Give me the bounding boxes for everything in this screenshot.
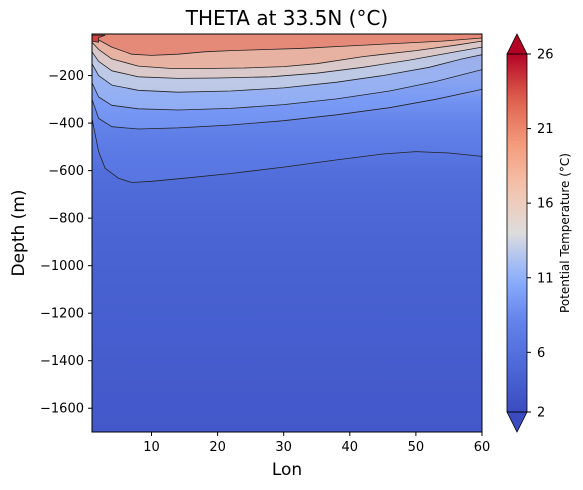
plot-frame [91,33,483,433]
x-axis-label: Lon [272,460,302,480]
y-tick-label: −1600 [40,402,84,417]
colorbar-tick-label: 6 [537,346,545,361]
x-tick-label: 60 [474,440,491,455]
colorbar-body [507,54,527,412]
contour-line [92,36,482,56]
x-tick-label: 40 [342,440,359,455]
x-tick-label: 30 [275,440,292,455]
x-axis-ticks: 10 20 30 40 50 60 [143,432,490,455]
x-tick-label: 20 [209,440,226,455]
colorbar-tick-label: 2 [537,406,545,421]
colorbar-tick-label: 26 [537,48,554,63]
warm-pocket-contour [92,34,106,43]
y-tick-label: −1200 [40,307,84,322]
y-axis-label: Depth (m) [9,189,29,276]
y-tick-label: −800 [48,212,84,227]
x-tick-label: 50 [408,440,425,455]
contour-line [92,54,482,93]
colorbar-extend-max [506,33,528,55]
contour-line [92,40,482,69]
colorbar-tick-label: 11 [537,271,554,286]
contour-band [92,34,482,56]
colorbar-extend-min [506,411,528,433]
colorbar-tick-label: 21 [537,122,554,137]
colorbar-tick-label: 16 [537,197,554,212]
y-tick-label: −400 [48,117,84,132]
contour-line [92,89,482,130]
y-tick-label: −1400 [40,354,84,369]
y-tick-label: −200 [48,69,84,84]
contour-lines [92,34,482,183]
colorbar-label: Potential Temperature (°C) [558,153,572,313]
y-tick-label: −600 [48,164,84,179]
y-axis-ticks: −200 −400 −600 −800 −1000 −1200 −1400 −1600 [40,69,92,417]
plot-area [91,33,483,433]
chart-title: THETA at 33.5N (°C) [185,6,388,30]
contour-bands [92,34,482,183]
contour-line [92,118,482,183]
contour-line [92,69,482,111]
contour-line [92,46,482,79]
y-tick-label: −1000 [40,259,84,274]
x-tick-label: 10 [143,440,160,455]
